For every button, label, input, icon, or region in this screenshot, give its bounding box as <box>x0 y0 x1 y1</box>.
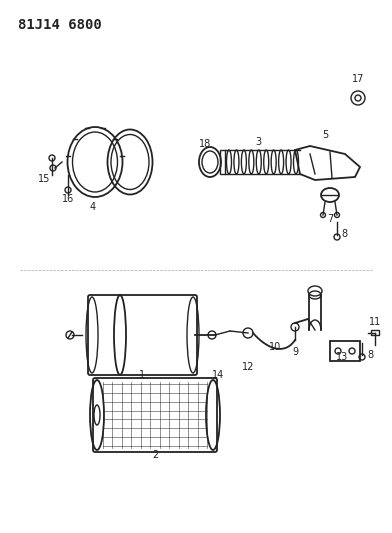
Text: 7: 7 <box>327 214 333 224</box>
Text: 18: 18 <box>199 139 211 149</box>
Text: 16: 16 <box>62 194 74 204</box>
Text: 17: 17 <box>352 74 364 84</box>
Text: 3: 3 <box>255 137 261 147</box>
Text: 81J14 6800: 81J14 6800 <box>18 18 102 32</box>
Text: 8: 8 <box>341 229 347 239</box>
Text: 2: 2 <box>152 450 158 460</box>
Text: 8: 8 <box>367 350 373 360</box>
Text: 13: 13 <box>336 352 348 362</box>
Text: 9: 9 <box>292 347 298 357</box>
Text: 14: 14 <box>212 370 224 380</box>
Text: 10: 10 <box>269 342 281 352</box>
Text: 12: 12 <box>242 362 254 372</box>
Text: 11: 11 <box>369 317 381 327</box>
Text: 4: 4 <box>90 202 96 212</box>
Text: 1: 1 <box>139 370 145 380</box>
Text: 15: 15 <box>38 174 50 184</box>
Text: 5: 5 <box>322 130 328 140</box>
